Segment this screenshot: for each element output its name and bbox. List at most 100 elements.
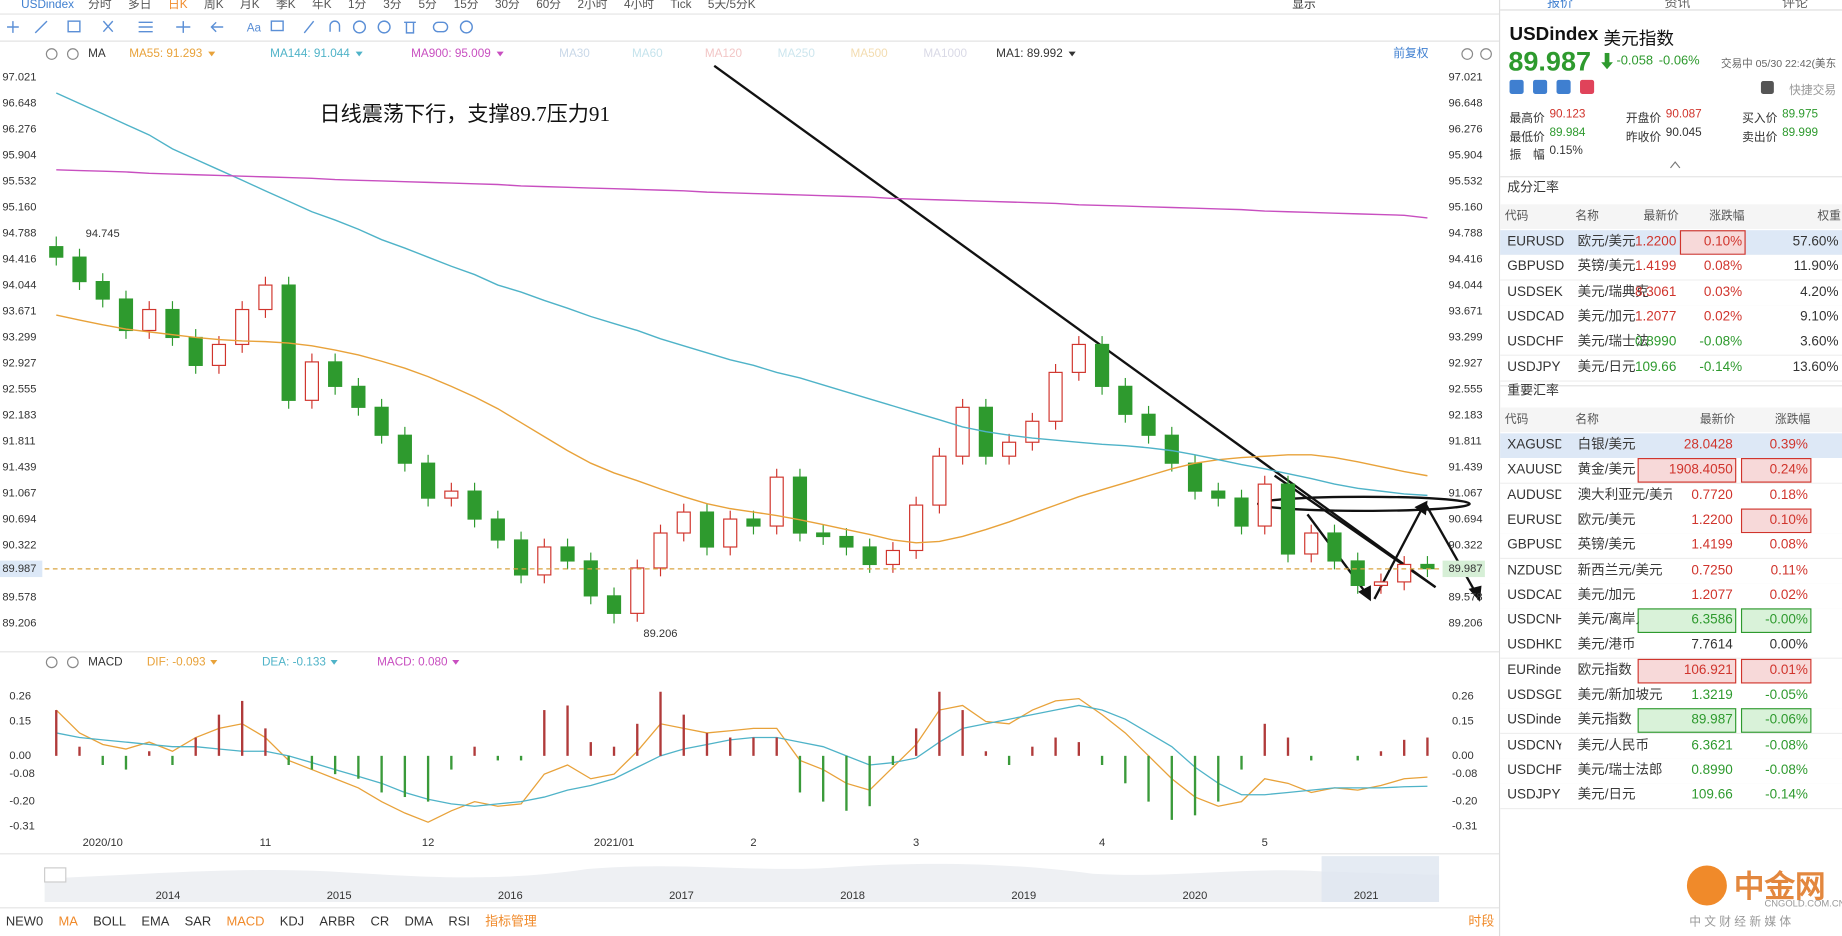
table-row[interactable]: NZDUSD 新西兰元/美元 0.7250 0.11%: [1500, 558, 1842, 585]
table-row[interactable]: USDCNY 美元/人民币 6.3621 -0.08%: [1500, 733, 1842, 760]
zoom-out-icon[interactable]: [1461, 48, 1474, 60]
close-icon[interactable]: [66, 656, 79, 669]
indicator-name[interactable]: MACD: [88, 655, 123, 668]
legend-entry-inactive[interactable]: MA500: [851, 47, 889, 60]
crosshair-tool[interactable]: [7, 21, 19, 33]
icon[interactable]: [1580, 79, 1595, 94]
table-row[interactable]: USDJPY 美元/日元 109.66 -0.14% 13.60%: [1500, 355, 1842, 382]
indicator-name[interactable]: MA: [88, 47, 106, 60]
table-row[interactable]: USDCHF 美元/瑞士法郎 0.8990 -0.08%: [1500, 758, 1842, 785]
legend-entry[interactable]: MA144: 91.044: [270, 47, 350, 60]
table-row[interactable]: AUDUSD 澳大利亚元/美元 0.7720 0.18%: [1500, 483, 1842, 510]
table-row[interactable]: USDHKD 美元/港币 7.7614 0.00%: [1500, 633, 1842, 660]
note-tool[interactable]: [270, 20, 284, 32]
table-row[interactable]: USDCNH 美元/离岸人民币 6.3586 -0.00%: [1500, 608, 1842, 635]
legend-entry[interactable]: MA55: 91.293: [129, 47, 203, 60]
bell-icon[interactable]: [1760, 81, 1774, 94]
table-row[interactable]: USDSGD 美元/新加坡元 1.3219 -0.05%: [1500, 683, 1842, 710]
table-row[interactable]: GBPUSD 英镑/美元 1.4199 0.08% 11.90%: [1500, 255, 1842, 282]
table-row[interactable]: USDCHF 美元/瑞士法 0.8990 -0.08% 3.60%: [1500, 330, 1842, 357]
table-row[interactable]: XAGUSD 白银/美元 28.0428 0.39%: [1500, 433, 1842, 460]
legend-entry[interactable]: DEA: -0.133: [262, 655, 326, 668]
panel-tab[interactable]: 报价: [1547, 0, 1573, 11]
indicator-tab[interactable]: CR: [371, 913, 390, 928]
icon[interactable]: [1556, 79, 1571, 94]
quick-trade[interactable]: 快捷交易: [1789, 84, 1837, 98]
period-tab[interactable]: 周K: [204, 0, 224, 11]
panel-tab[interactable]: 评论: [1782, 0, 1808, 11]
period-tab[interactable]: 1分: [348, 0, 367, 11]
symbol[interactable]: USDindex: [21, 0, 74, 11]
line-tool[interactable]: [34, 20, 48, 34]
measure-tool[interactable]: [176, 21, 191, 33]
indicator-tab[interactable]: RSI: [448, 913, 470, 928]
icon[interactable]: [1509, 79, 1524, 94]
period-tab[interactable]: 30分: [495, 0, 520, 11]
magnet-tool[interactable]: [329, 20, 341, 32]
legend-entry-inactive[interactable]: MA250: [778, 47, 816, 60]
period-tab[interactable]: 分时: [88, 0, 112, 11]
eye-tool[interactable]: [352, 20, 367, 34]
settings-tool[interactable]: [459, 20, 473, 34]
indicator-tab[interactable]: EMA: [141, 913, 169, 928]
settings-icon[interactable]: [45, 48, 58, 60]
period-tab[interactable]: 季K: [276, 0, 296, 11]
navigator-window[interactable]: [1321, 856, 1440, 902]
panel-tab[interactable]: 资讯: [1664, 0, 1691, 11]
link-tool[interactable]: [432, 21, 449, 33]
legend-entry[interactable]: MA1: 89.992: [996, 47, 1063, 60]
period-tab[interactable]: 60分: [536, 0, 561, 11]
indicator-tab[interactable]: DMA: [404, 913, 433, 928]
legend-entry[interactable]: MA900: 95.009: [411, 47, 491, 60]
period-tab[interactable]: 月K: [240, 0, 260, 11]
table-row[interactable]: EURUSD 欧元/美元 1.2200 0.10%: [1500, 508, 1842, 535]
settings-icon[interactable]: [45, 656, 58, 669]
legend-entry-inactive[interactable]: MA30: [559, 47, 590, 60]
period-tab[interactable]: 日K: [168, 0, 188, 11]
indicator-tab[interactable]: NEW0: [6, 913, 43, 928]
indicator-tab[interactable]: MA: [58, 913, 78, 928]
legend-entry-inactive[interactable]: MA60: [632, 47, 663, 60]
period-tab[interactable]: 年K: [312, 0, 332, 11]
legend-entry[interactable]: MACD: 0.080: [377, 655, 448, 668]
indicator-tab[interactable]: SAR: [185, 913, 212, 928]
close-icon[interactable]: [66, 48, 79, 60]
collapse-icon[interactable]: [1669, 160, 1681, 169]
legend-entry-inactive[interactable]: MA1000: [923, 47, 967, 60]
table-row[interactable]: USDindex 美元指数 89.987-0.06%: [1500, 708, 1842, 735]
ray-tool[interactable]: [303, 20, 315, 34]
session-tab[interactable]: 时段: [1468, 913, 1494, 928]
table-row[interactable]: XAUUSD 黄金/美元 1908.4050 0.24%: [1500, 458, 1842, 485]
delete-tool[interactable]: [404, 21, 416, 34]
table-row[interactable]: USDCAD 美元/加元 1.2077 0.02% 9.10%: [1500, 305, 1842, 332]
period-tab[interactable]: 15分: [454, 0, 479, 11]
table-row[interactable]: USDSEK 美元/瑞典克 8.3061 0.03% 4.20%: [1500, 280, 1842, 307]
period-tab[interactable]: 2小时: [577, 0, 607, 11]
adjust-mode[interactable]: 前复权: [1393, 46, 1428, 60]
rect-tool[interactable]: [67, 20, 81, 33]
table-row[interactable]: USDJPY 美元/日元 109.66 -0.14%: [1500, 783, 1842, 810]
navigator-handle[interactable]: [44, 867, 67, 883]
indicator-tab[interactable]: BOLL: [93, 913, 126, 928]
table-row[interactable]: GBPUSD 英镑/美元 1.4199 0.08%: [1500, 533, 1842, 560]
table-row[interactable]: EURUSD 欧元/美元 1.2200 0.10% 57.60%: [1500, 230, 1842, 257]
indicator-tab[interactable]: MACD: [226, 913, 264, 928]
channel-tool[interactable]: [138, 21, 153, 33]
indicator-tab[interactable]: KDJ: [280, 913, 304, 928]
icon[interactable]: [1533, 79, 1548, 94]
legend-entry-inactive[interactable]: MA120: [705, 47, 743, 60]
fib-tool[interactable]: [102, 20, 114, 33]
period-tab[interactable]: 5天/5分K: [708, 0, 756, 11]
period-tab[interactable]: Tick: [670, 0, 691, 11]
indicator-tab[interactable]: ARBR: [319, 913, 355, 928]
period-tab[interactable]: 5分: [419, 0, 438, 11]
undo-tool[interactable]: [210, 21, 224, 33]
period-tab[interactable]: 多日: [128, 0, 151, 11]
legend-entry[interactable]: DIF: -0.093: [147, 655, 206, 668]
zoom-in-icon[interactable]: [1480, 48, 1492, 60]
table-row[interactable]: USDCAD 美元/加元 1.2077 0.02%: [1500, 583, 1842, 610]
period-tab[interactable]: 3分: [383, 0, 402, 11]
period-tab[interactable]: 4小时: [624, 0, 654, 11]
display-menu[interactable]: 显示: [1292, 0, 1316, 11]
